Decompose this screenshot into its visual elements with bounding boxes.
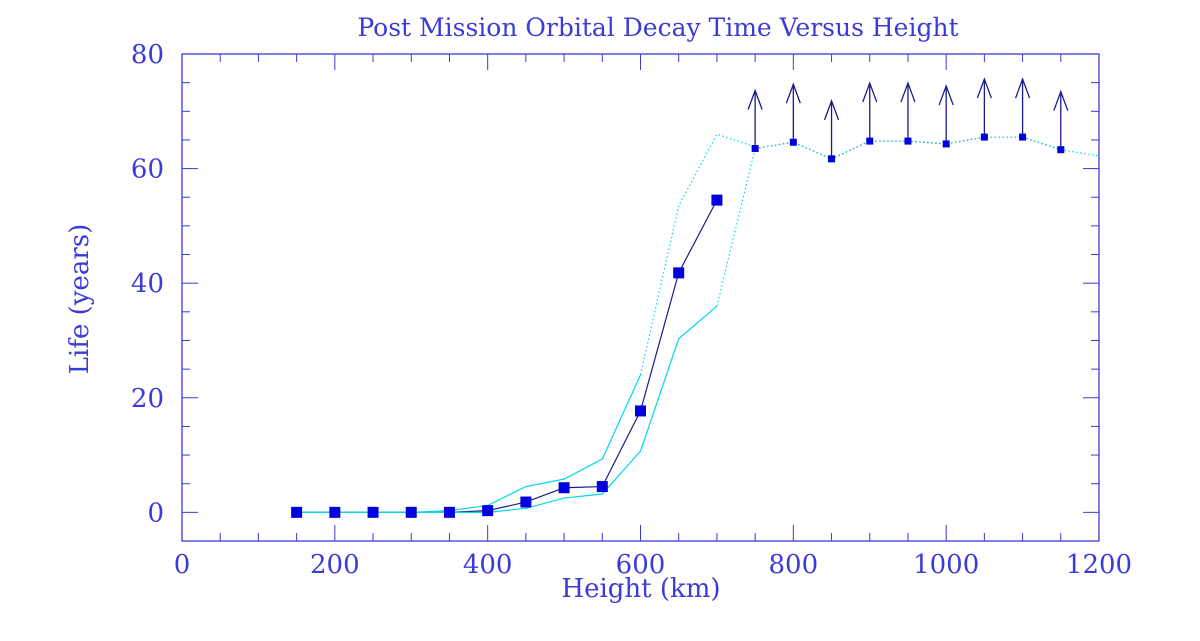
chart-title: Post Mission Orbital Decay Time Versus H… <box>357 13 958 42</box>
y-tick-label: 20 <box>131 384 164 414</box>
limit-arrow-head <box>747 88 763 110</box>
continuation-line <box>755 136 1100 160</box>
axis-ticks <box>181 53 1100 542</box>
data-point <box>405 506 417 518</box>
x-tick-label: 1200 <box>1066 550 1132 580</box>
data-point <box>367 506 379 518</box>
data-point <box>558 482 570 494</box>
upper-bound-line <box>296 374 642 513</box>
x-tick-label: 200 <box>310 550 360 580</box>
limit-arrow-head <box>785 82 801 104</box>
limit-arrow-head <box>1014 77 1031 99</box>
limit-arrow-head <box>862 81 878 103</box>
x-tick-label: 600 <box>616 550 666 580</box>
y-tick-label: 40 <box>131 269 164 299</box>
data-markers <box>291 133 1065 518</box>
data-point <box>291 506 303 518</box>
limit-arrow-head <box>976 77 992 99</box>
lower-limit-arrows <box>747 77 1069 159</box>
y-tick-label: 60 <box>131 155 164 185</box>
data-point <box>482 505 494 517</box>
x-tick-label: 1000 <box>913 550 979 580</box>
nominal-line <box>296 199 718 513</box>
data-point <box>904 137 912 145</box>
data-point <box>1019 133 1027 141</box>
lower-bound-line <box>296 305 718 513</box>
limit-arrow-head <box>823 98 840 121</box>
data-point <box>789 138 797 146</box>
limit-arrow-head <box>938 84 954 106</box>
data-point <box>596 481 608 493</box>
lower-bound-line <box>716 148 756 307</box>
data-point <box>673 267 685 279</box>
data-point <box>711 194 723 206</box>
tick-labels: 0 200 400 600 800 1000 1200 0 20 40 60 80 <box>131 40 1132 580</box>
limit-arrow-head <box>900 81 916 103</box>
x-tick-label: 800 <box>769 550 819 580</box>
series-lines <box>296 133 1100 513</box>
data-point <box>520 496 532 508</box>
data-point <box>443 506 455 518</box>
data-point <box>751 145 759 153</box>
y-axis-label: Life (years) <box>65 224 95 375</box>
y-tick-label: 80 <box>131 40 164 70</box>
x-tick-label: 0 <box>174 550 191 580</box>
x-axis-label: Height (km) <box>561 574 720 604</box>
data-point <box>828 155 836 163</box>
upper-bound-line <box>639 133 756 375</box>
x-tick-label: 400 <box>463 550 513 580</box>
limit-arrow-head <box>1053 89 1069 111</box>
y-tick-label: 0 <box>147 498 164 528</box>
data-point <box>866 137 874 145</box>
data-point <box>329 506 341 518</box>
data-point <box>635 405 646 417</box>
plot-frame <box>181 53 1100 542</box>
data-point <box>980 133 988 141</box>
data-point <box>942 140 950 148</box>
data-point <box>1057 146 1065 154</box>
